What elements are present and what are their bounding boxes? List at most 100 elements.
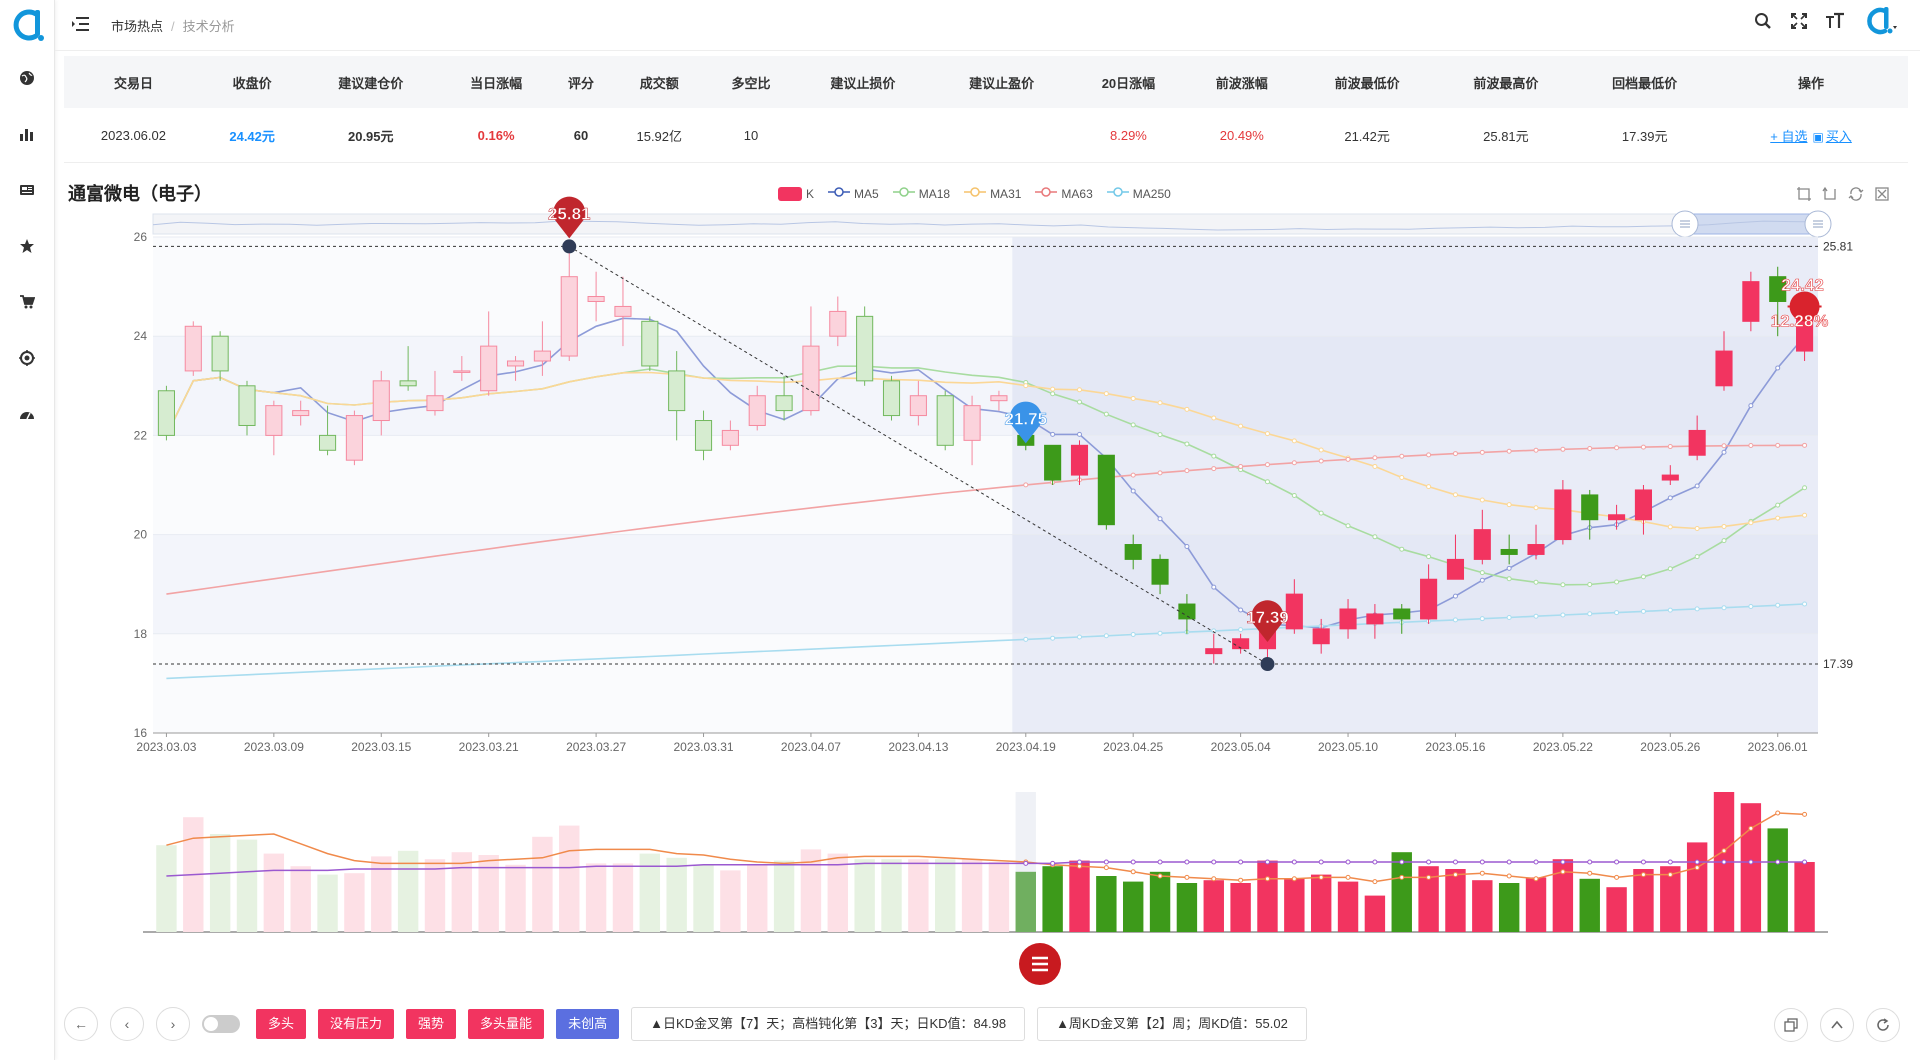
volume-bar <box>371 856 392 932</box>
candle <box>775 375 793 421</box>
volume-ma-point <box>1345 859 1351 865</box>
ma-point <box>1721 449 1727 455</box>
volume-ma-point <box>1748 859 1754 865</box>
volume-bar <box>209 834 231 932</box>
candle <box>1688 415 1706 461</box>
ma-point <box>1614 579 1620 585</box>
save-image-icon[interactable] <box>1874 186 1890 202</box>
ma-point <box>1211 466 1217 472</box>
volume-bar <box>827 853 849 932</box>
volume-ma-short-line <box>166 812 1805 883</box>
zoom-slider-preview <box>152 220 1819 231</box>
volume-ma-point <box>1721 848 1727 854</box>
ma-point <box>1748 603 1754 609</box>
legend-item-ma18[interactable]: MA18 <box>892 186 950 201</box>
user-avatar[interactable] <box>1860 7 1900 35</box>
last-price-marker: 24.42 12.28% <box>1770 275 1828 331</box>
prior-wave-gain: 20.49% <box>1185 108 1298 163</box>
menu-toggle-icon[interactable] <box>71 14 91 34</box>
cart-icon[interactable] <box>17 292 37 312</box>
candle <box>184 321 202 376</box>
zoom-slider-handle <box>1671 210 1699 238</box>
back-button[interactable]: ← <box>64 1007 98 1041</box>
ma-point <box>1130 632 1136 638</box>
volume-ma-point <box>1506 873 1512 879</box>
volume-bar <box>1525 877 1547 932</box>
grid-band <box>153 336 1818 436</box>
dashboard-icon[interactable] <box>17 404 37 424</box>
next-button[interactable]: › <box>156 1007 190 1041</box>
ma-point <box>1157 630 1163 636</box>
volume-bar <box>908 859 929 932</box>
ma-point <box>1802 442 1808 448</box>
volume-ma-point <box>1318 859 1324 865</box>
ma-point <box>1399 546 1405 552</box>
app-logo[interactable] <box>10 8 46 42</box>
ma-point <box>1023 482 1029 488</box>
ma-point <box>1452 593 1458 599</box>
ma-point <box>1694 606 1700 612</box>
legend-swatch <box>892 186 915 201</box>
zoom-select-icon[interactable] <box>1796 186 1812 202</box>
restore-icon[interactable] <box>1848 186 1864 202</box>
legend-item-ma31[interactable]: MA31 <box>964 186 1021 201</box>
legend-item-k[interactable]: K <box>778 186 815 201</box>
candle <box>372 370 390 436</box>
ma-point <box>1050 386 1056 392</box>
ma-point <box>1452 617 1458 623</box>
ma-point <box>1802 512 1808 518</box>
ma-point <box>1345 456 1351 462</box>
scroll-top-icon[interactable] <box>1820 1008 1854 1042</box>
volume-ma-point <box>1452 872 1458 878</box>
news-icon[interactable] <box>17 180 37 200</box>
top-actions <box>1752 7 1900 35</box>
breadcrumb-home[interactable]: 市场热点 <box>111 19 164 34</box>
ma-point <box>1238 464 1244 470</box>
candle <box>506 356 525 381</box>
zoom-reset-icon[interactable] <box>1822 186 1838 202</box>
toggle-switch[interactable] <box>202 1015 240 1033</box>
trade-date: 2023.06.02 <box>64 108 203 163</box>
ma-point <box>1103 633 1109 639</box>
ma-point <box>1560 582 1566 588</box>
copy-icon[interactable] <box>1774 1008 1808 1042</box>
legend-item-ma250[interactable]: MA250 <box>1106 186 1171 201</box>
star-icon[interactable] <box>17 236 37 256</box>
target-icon[interactable] <box>17 348 37 368</box>
bar-chart-icon[interactable] <box>17 124 37 144</box>
ma-point <box>1802 601 1808 607</box>
bottom-right-buttons <box>1774 1008 1900 1042</box>
search-icon[interactable] <box>1752 10 1774 32</box>
column-header: 建议止盈价 <box>932 56 1071 108</box>
refresh-icon[interactable] <box>1866 1008 1900 1042</box>
legend-item-ma5[interactable]: MA5 <box>828 186 879 201</box>
volume-ma-point <box>1694 859 1700 865</box>
add-watchlist-link[interactable]: + 自选 <box>1770 128 1808 144</box>
ma-point <box>1211 415 1217 421</box>
candle <box>1608 504 1626 530</box>
volume-bar <box>344 873 365 932</box>
high-price-label: 25.81 <box>1823 239 1853 253</box>
globe-icon[interactable] <box>17 68 37 88</box>
highlight-area <box>1012 237 1818 733</box>
ma-point <box>1264 431 1270 437</box>
kline-chart[interactable]: 16 18 20 22 24 26 2023.03.03 2023.03.09 2023.03.… <box>0 0 1920 1000</box>
volume-ma-point <box>1775 810 1781 816</box>
font-size-icon[interactable] <box>1824 10 1846 32</box>
candle <box>614 276 632 347</box>
candle <box>1473 509 1491 565</box>
legend-label: K <box>806 186 815 201</box>
legend-item-ma63[interactable]: MA63 <box>1035 186 1093 201</box>
ma-point <box>1318 458 1324 464</box>
volume-bar <box>1606 887 1627 932</box>
ma-point <box>1587 445 1593 451</box>
ma-point <box>1775 602 1781 608</box>
fullscreen-icon[interactable] <box>1788 10 1810 32</box>
prev-button[interactable]: ‹ <box>110 1007 144 1041</box>
buy-link[interactable]: 买入 <box>1825 128 1852 144</box>
chart-menu-button[interactable] <box>1019 943 1061 985</box>
volume-bar <box>1767 828 1788 932</box>
low-price-label: 17.39 <box>1823 657 1853 671</box>
candle <box>292 400 310 426</box>
entry-marker-label: 21.75 <box>1005 409 1048 428</box>
